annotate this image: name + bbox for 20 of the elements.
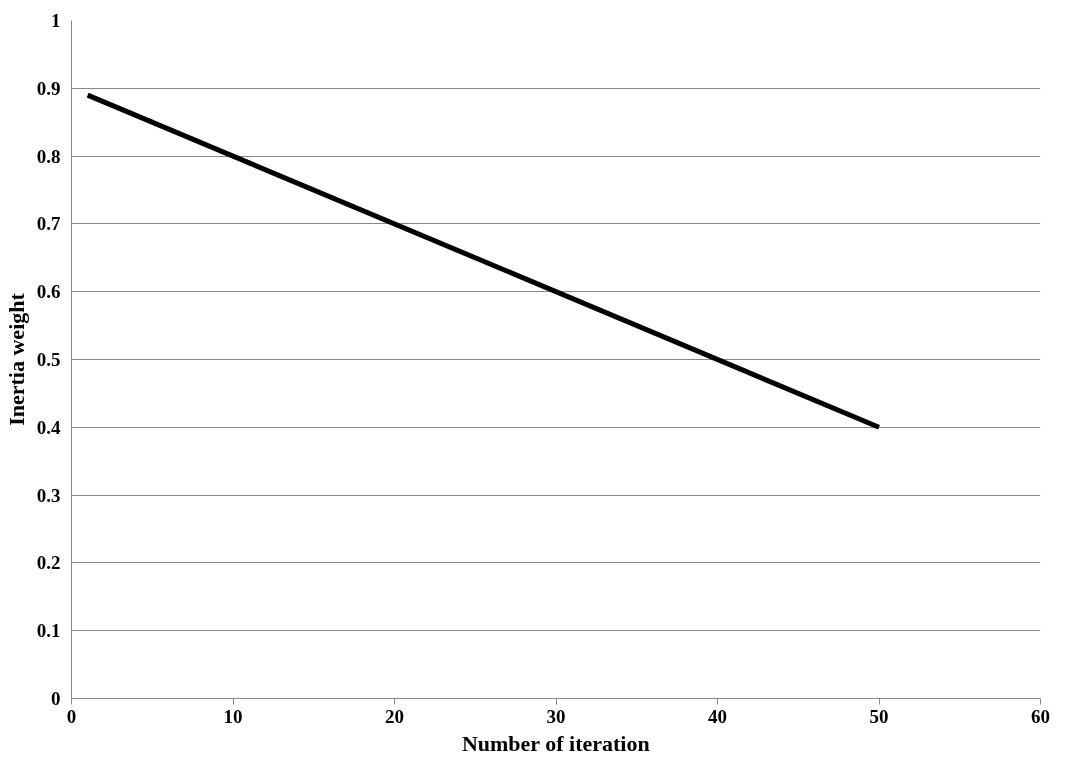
x-tick-label: 60 xyxy=(1031,705,1050,727)
y-tick-label: 1 xyxy=(51,10,61,31)
x-tick-label: 30 xyxy=(546,705,566,727)
x-tick-label: 0 xyxy=(66,705,77,727)
x-tick-label: 50 xyxy=(869,705,889,727)
x-axis-title: Number of iteration xyxy=(461,730,650,756)
y-tick-label: 0.9 xyxy=(36,77,61,99)
y-axis-title: Inertia weight xyxy=(3,292,29,426)
x-tick-label: 40 xyxy=(708,705,727,727)
y-tick-label: 0.7 xyxy=(36,213,61,235)
y-tick-label: 0.5 xyxy=(36,349,61,370)
y-tick-label: 0.2 xyxy=(36,552,61,574)
y-tick-label: 0.4 xyxy=(36,416,61,438)
y-tick-label: 0.8 xyxy=(36,145,61,167)
y-tick-label: 0.6 xyxy=(36,281,61,303)
y-tick-label: 0 xyxy=(51,688,61,709)
x-tick-label: 10 xyxy=(223,705,243,727)
y-tick-label: 0.1 xyxy=(36,620,61,642)
x-tick-label: 20 xyxy=(385,705,404,727)
y-tick-label: 0.3 xyxy=(36,484,61,506)
